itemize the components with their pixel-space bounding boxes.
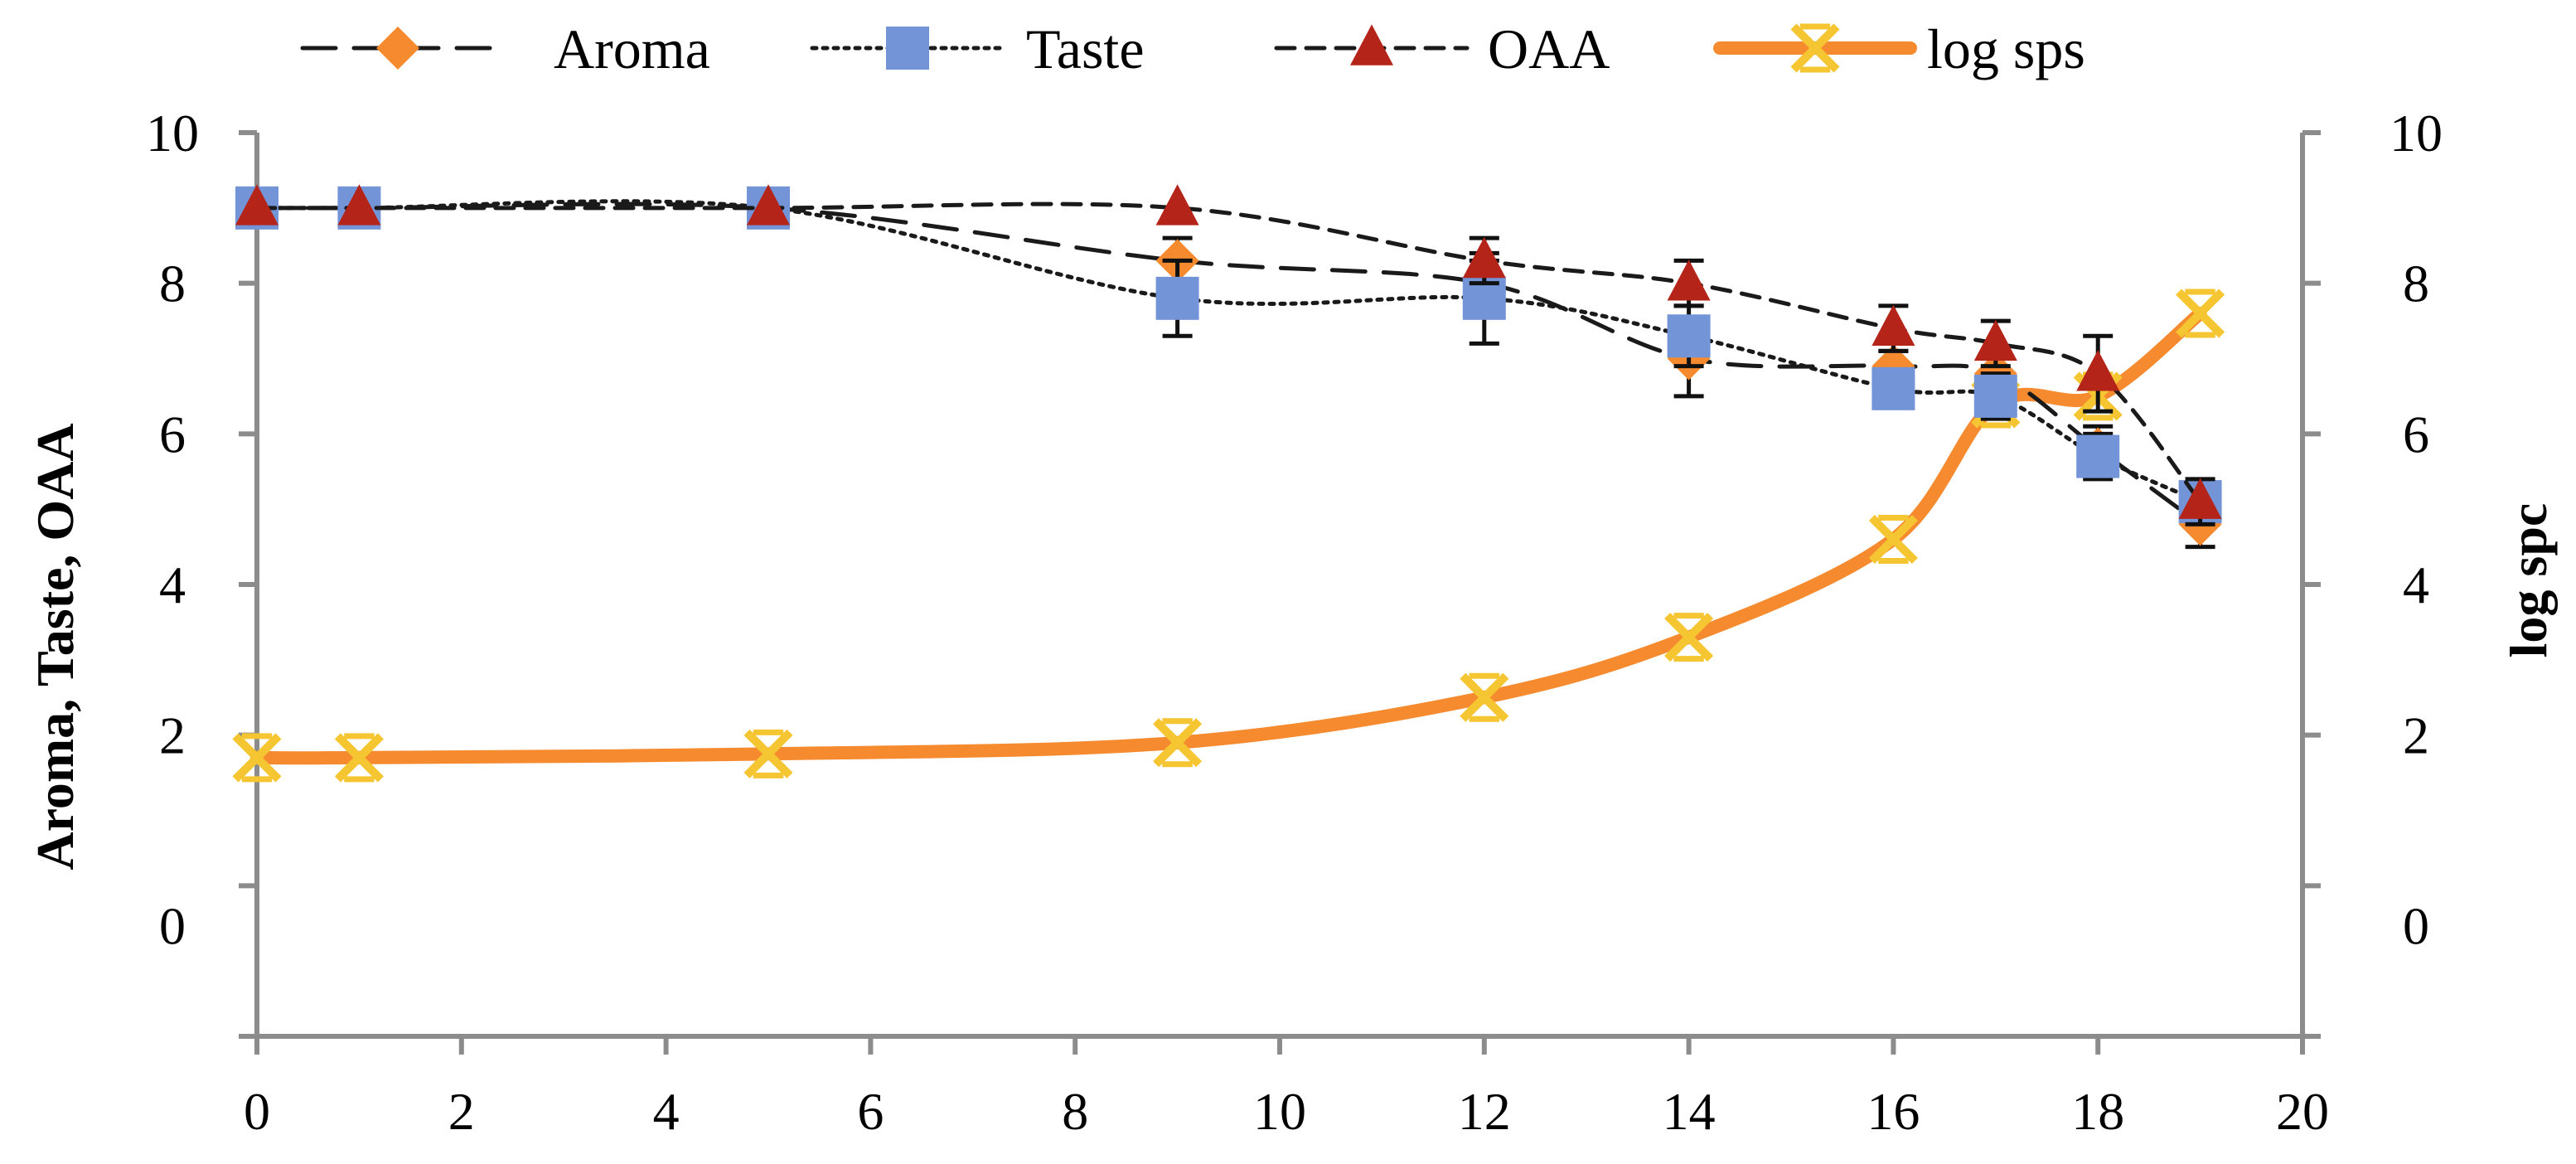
legend-entry: Taste xyxy=(810,17,1145,80)
data-point xyxy=(1664,613,1714,662)
x-tick-label: 14 xyxy=(1663,1082,1716,1141)
data-point xyxy=(232,733,282,783)
legend: Aroma Taste OAA log sps xyxy=(300,17,2085,80)
x-tick-label: 18 xyxy=(2071,1082,2124,1141)
data-point xyxy=(337,184,381,226)
right-axis-title: log spc xyxy=(2499,503,2558,658)
data-point xyxy=(1871,304,1915,346)
x-tick-label: 0 xyxy=(244,1082,270,1141)
data-point xyxy=(1462,236,1506,279)
data-point xyxy=(1973,319,2017,361)
legend-label: log sps xyxy=(1927,17,2085,80)
legend-label: Aroma xyxy=(554,17,710,80)
ticks: 0 2 4 6 8 10 12 14 16 18 20 0 2 4 6 8 10 0 2 4 6 8 10 xyxy=(146,104,2443,1141)
data-point xyxy=(743,729,793,778)
series-line xyxy=(254,199,2203,504)
data-point xyxy=(1155,184,1199,226)
legend-swatch-marker xyxy=(1790,23,1840,73)
series-line xyxy=(254,201,2203,504)
x-tick-label: 10 xyxy=(1253,1082,1306,1141)
left-y-tick-label: 2 xyxy=(159,706,186,765)
data-point xyxy=(1153,718,1203,768)
right-y-tick-label: 6 xyxy=(2403,405,2429,463)
data-point xyxy=(2176,289,2225,338)
data-point xyxy=(1973,374,2017,418)
data-point xyxy=(1155,276,1199,320)
left-axis-title: Aroma, Taste, OAA xyxy=(26,423,85,870)
series-aroma xyxy=(235,186,2222,550)
left-y-tick-label: 0 xyxy=(159,896,186,955)
data-point xyxy=(1868,514,1918,565)
legend-entry: log sps xyxy=(1713,17,2085,80)
series-oaa xyxy=(235,184,2222,526)
data-point xyxy=(2178,478,2222,519)
left-y-tick-label: 8 xyxy=(159,255,186,313)
series-log-sps xyxy=(232,289,2225,783)
x-tick-label: 6 xyxy=(857,1082,884,1141)
x-tick-label: 2 xyxy=(448,1082,475,1141)
data-point xyxy=(2076,350,2120,391)
right-y-tick-label: 2 xyxy=(2403,706,2429,765)
x-tick-label: 20 xyxy=(2276,1082,2329,1141)
series xyxy=(232,184,2225,783)
x-tick-label: 16 xyxy=(1867,1082,1920,1141)
x-tick-label: 8 xyxy=(1062,1082,1088,1141)
right-y-tick-label: 8 xyxy=(2403,255,2429,313)
right-y-tick-label: 10 xyxy=(2390,104,2443,162)
legend-swatch-marker xyxy=(886,27,929,70)
data-point xyxy=(1667,259,1711,301)
legend-entry: OAA xyxy=(1274,17,1610,80)
data-point xyxy=(2076,434,2120,478)
legend-swatch-marker xyxy=(376,27,419,70)
data-point xyxy=(235,184,278,226)
legend-swatch-marker xyxy=(1350,24,1393,65)
right-y-tick-label: 0 xyxy=(2403,896,2429,955)
data-point xyxy=(747,184,790,226)
data-point xyxy=(1871,366,1915,410)
legend-label: Taste xyxy=(1026,17,1145,80)
left-y-tick-label: 4 xyxy=(159,555,186,614)
left-y-tick-label: 10 xyxy=(146,104,199,162)
legend-entry: Aroma xyxy=(300,17,710,80)
data-point xyxy=(1460,672,1509,722)
legend-label: OAA xyxy=(1488,17,1610,80)
x-tick-label: 12 xyxy=(1458,1082,1511,1141)
data-point xyxy=(334,733,384,783)
x-tick-label: 4 xyxy=(653,1082,680,1141)
left-y-tick-label: 6 xyxy=(159,405,186,463)
data-point xyxy=(1667,314,1711,358)
right-y-tick-label: 4 xyxy=(2403,555,2429,614)
series-taste xyxy=(235,186,2222,524)
